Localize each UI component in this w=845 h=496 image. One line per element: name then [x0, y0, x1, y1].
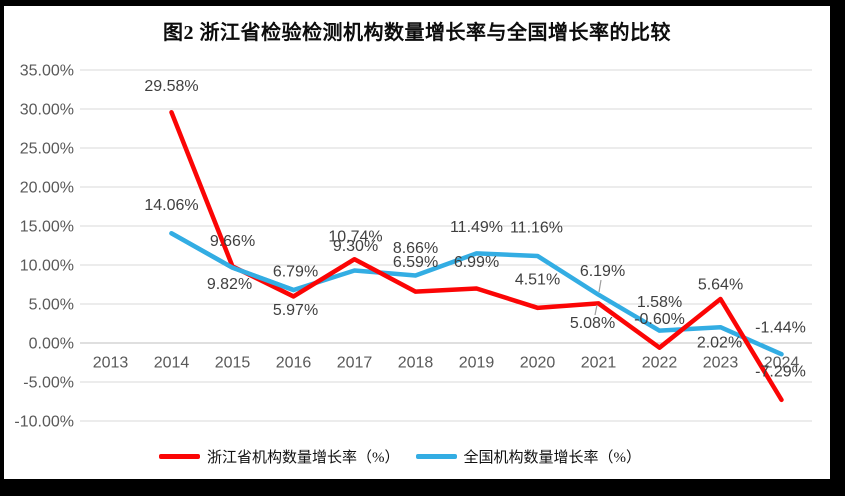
x-axis-tick: 2014 [154, 355, 190, 372]
label-leader-line [594, 304, 598, 316]
legend-swatch-national-icon [415, 454, 457, 459]
legend-item-zhejiang: 浙江省机构数量增长率（%） [159, 446, 400, 467]
series-line-zhejiang [169, 110, 784, 403]
y-axis-tick: 30.00% [20, 102, 74, 119]
legend-swatch-zhejiang-icon [159, 454, 200, 459]
data-label: 9.30% [333, 238, 378, 255]
y-axis-tick: -10.00% [14, 414, 74, 431]
data-label: 9.82% [207, 276, 252, 293]
x-axis-tick: 2016 [276, 355, 312, 372]
data-label: 5.97% [273, 302, 318, 319]
y-axis-tick: 15.00% [20, 219, 74, 236]
x-axis-tick: 2022 [642, 355, 678, 372]
x-axis-tick: 2021 [581, 355, 617, 372]
legend: 浙江省机构数量增长率（%） 全国机构数量增长率（%） [159, 446, 641, 467]
y-axis-tick: 25.00% [20, 141, 74, 158]
x-axis-tick: 2023 [703, 355, 739, 372]
y-axis-tick: 35.00% [20, 63, 74, 80]
data-label: 4.51% [515, 271, 560, 288]
y-axis-tick: 0.00% [29, 336, 74, 353]
y-axis-tick: -5.00% [23, 375, 74, 392]
data-label: 10.74% [328, 229, 382, 246]
x-axis-tick: 2013 [93, 355, 129, 372]
data-label: 6.99% [454, 254, 499, 271]
data-label: 5.08% [570, 315, 615, 332]
x-axis-tick: 2015 [215, 355, 251, 372]
y-axis-tick: 20.00% [20, 180, 74, 197]
data-label: 14.06% [144, 197, 198, 214]
data-label: 9.66% [210, 233, 255, 250]
x-axis-tick: 2024 [764, 355, 800, 372]
data-label: 6.79% [273, 264, 318, 281]
legend-item-national: 全国机构数量增长率（%） [415, 446, 642, 467]
data-label: -1.44% [755, 320, 806, 337]
chart-title: 图2 浙江省检验检测机构数量增长率与全国增长率的比较 [163, 22, 671, 44]
x-axis-tick: 2017 [337, 355, 373, 372]
data-label: 2.02% [697, 335, 742, 352]
x-axis-tick: 2020 [520, 355, 556, 372]
y-axis-tick: 10.00% [20, 258, 74, 275]
y-axis-tick: 5.00% [29, 297, 74, 314]
chart-canvas [4, 6, 830, 479]
data-label: 5.64% [698, 277, 743, 294]
label-leader-line [598, 279, 602, 293]
data-label: 8.66% [393, 240, 438, 257]
data-label: 1.58% [637, 294, 682, 311]
data-label: 11.16% [510, 219, 563, 236]
data-label: -7.29% [755, 363, 806, 380]
data-label: 6.19% [580, 263, 625, 280]
legend-label-national: 全国机构数量增长率（%） [463, 450, 642, 466]
data-label: -0.60% [634, 311, 685, 328]
data-label: 11.49% [450, 219, 503, 236]
x-axis-tick: 2018 [398, 355, 434, 372]
series-line-national [169, 231, 784, 357]
data-label: 6.59% [393, 254, 438, 271]
legend-label-zhejiang: 浙江省机构数量增长率（%） [207, 450, 400, 466]
data-label: 29.58% [144, 78, 198, 95]
series-line-national-overlap [169, 231, 296, 293]
x-axis-tick: 2019 [459, 355, 495, 372]
